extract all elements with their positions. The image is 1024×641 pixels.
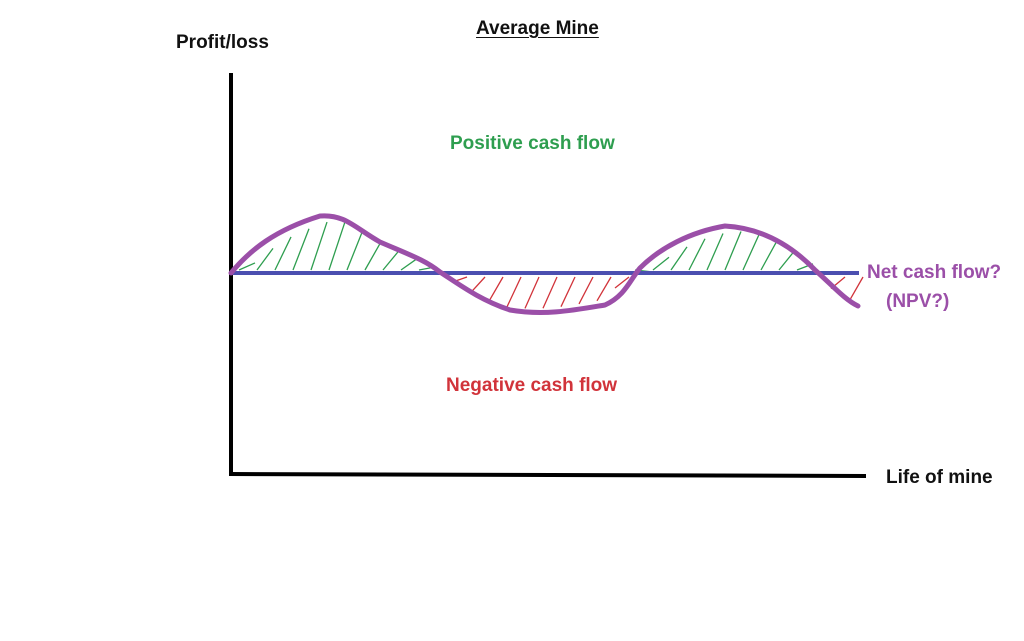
negative-hatch-stroke	[614, 276, 630, 289]
positive-hatch-stroke	[238, 262, 256, 271]
page-title: Average Mine	[476, 18, 599, 39]
positive-hatch-stroke	[364, 241, 382, 271]
positive-hatch-stroke	[328, 221, 346, 271]
positive-hatch-stroke	[274, 236, 292, 271]
npv-annotation: (NPV?)	[886, 291, 950, 312]
positive-hatch-stroke	[778, 249, 796, 271]
negative-cash-flow-label: Negative cash flow	[446, 375, 618, 396]
negative-hatch-stroke	[488, 276, 504, 302]
positive-hatch-stroke	[760, 240, 778, 271]
positive-hatch-stroke	[688, 238, 706, 271]
negative-hatch-stroke	[596, 276, 612, 302]
positive-hatch	[238, 221, 814, 273]
negative-hatch-stroke	[506, 276, 522, 308]
positive-hatch-stroke	[724, 231, 742, 271]
positive-hatch-stroke	[400, 258, 418, 271]
positive-hatch-stroke	[706, 233, 724, 271]
net-cash-flow-annotation: Net cash flow?	[867, 262, 1002, 283]
positive-hatch-stroke	[310, 221, 328, 271]
x-axis	[228, 472, 867, 478]
negative-hatch-stroke	[560, 276, 576, 307]
negative-hatch	[452, 276, 864, 309]
x-axis-label: Life of mine	[886, 467, 993, 488]
negative-hatch-stroke	[524, 276, 540, 309]
positive-hatch-stroke	[256, 247, 274, 271]
negative-hatch-stroke	[470, 276, 486, 293]
negative-hatch-stroke	[848, 276, 864, 302]
positive-hatch-stroke	[652, 256, 670, 271]
positive-hatch-stroke	[346, 229, 364, 271]
negative-hatch-stroke	[578, 276, 594, 305]
positive-hatch-stroke	[382, 250, 400, 271]
cash-flow-curve	[228, 213, 861, 316]
y-axis-label: Profit/loss	[176, 32, 269, 53]
positive-hatch-stroke	[742, 234, 760, 271]
positive-hatch-stroke	[670, 246, 688, 271]
negative-hatch-stroke	[542, 276, 558, 309]
positive-hatch-stroke	[292, 228, 310, 271]
positive-cash-flow-label: Positive cash flow	[450, 133, 615, 154]
